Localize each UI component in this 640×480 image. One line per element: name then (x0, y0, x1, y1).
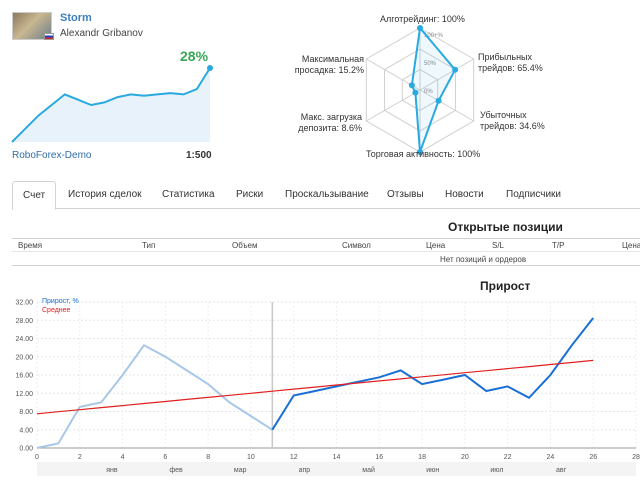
radar-ring-label-0: 100+% (424, 33, 444, 39)
radar-point-1 (452, 66, 459, 73)
radar-point-5 (408, 82, 415, 89)
growth-sparkline (11, 65, 213, 143)
month-label-3: апр (299, 467, 311, 474)
radar-chart: 100+% 50% 0% (365, 25, 475, 155)
x-tick-label-12: 24 (547, 454, 555, 461)
radar-label-algotrading: Алготрейдинг: 100% (380, 14, 465, 24)
x-tick-label-2: 4 (121, 454, 125, 461)
radar-axis-1 (419, 58, 474, 91)
y-tick-label-0: 0.00 (19, 446, 33, 453)
column-type[interactable]: Тип (142, 241, 156, 250)
y-tick-label-1: 4.00 (19, 427, 33, 434)
x-tick-label-13: 26 (589, 454, 597, 461)
column-time[interactable]: Время (18, 241, 43, 250)
leverage-value: 1:500 (186, 150, 212, 161)
radar-label-deposit-load: Макс. загрузка депозита: 8.6% (298, 112, 362, 133)
column-volume[interactable]: Объем (232, 241, 258, 250)
radar-label-loss-trades: Убыточных трейдов: 34.6% (480, 110, 545, 131)
growth-history-line (36, 344, 273, 449)
month-label-0: янв (106, 467, 118, 474)
month-label-2: мар (234, 467, 247, 474)
avatar[interactable] (12, 12, 52, 40)
radar-point-2 (435, 97, 442, 104)
growth-title: Прирост (480, 279, 531, 293)
radar-point-4 (412, 89, 419, 96)
column-price[interactable]: Цена (426, 241, 446, 250)
x-tick-label-10: 20 (461, 454, 469, 461)
y-tick-label-7: 28.00 (15, 318, 33, 325)
month-label-1: фев (169, 467, 183, 474)
column-tp[interactable]: T/P (552, 241, 565, 250)
sparkline-line (11, 67, 211, 143)
tab-slippage[interactable]: Проскальзывание (285, 189, 369, 200)
tab-trade-history[interactable]: История сделок (68, 189, 142, 200)
radar-ring-label-1: 50% (424, 61, 437, 67)
country-flag-icon (44, 33, 54, 40)
x-tick-label-5: 10 (247, 454, 255, 461)
y-tick-label-8: 32.00 (15, 300, 33, 307)
x-tick-label-3: 6 (163, 454, 167, 461)
column-sl[interactable]: S/L (492, 241, 505, 250)
column-symbol[interactable]: Символ (342, 241, 371, 250)
x-tick-label-1: 2 (78, 454, 82, 461)
average-line (36, 359, 594, 415)
radar-axis-2 (419, 89, 474, 122)
positions-table: Время Тип Объем Символ Цена S/L T/P Цена (12, 238, 640, 266)
y-tick-label-5: 20.00 (15, 354, 33, 361)
growth-line (271, 317, 594, 431)
sparkline-end-dot (207, 65, 213, 71)
x-tick-label-14: 28 (632, 454, 640, 461)
radar-axis-4 (366, 89, 421, 122)
tab-reviews[interactable]: Отзывы (387, 189, 424, 200)
x-tick-label-8: 16 (375, 454, 383, 461)
no-positions-message: Нет позиций и ордеров (440, 255, 527, 264)
month-label-6: июл (490, 467, 503, 474)
radar-label-profit-trades: Прибыльных трейдов: 65.4% (478, 52, 543, 73)
tab-bar: Счет История сделок Статистика Риски Про… (12, 181, 640, 210)
radar-point-0 (417, 25, 423, 31)
radar-point-3 (417, 149, 423, 155)
chart-legend: Прирост, % Среднее (42, 297, 79, 315)
x-tick-label-9: 18 (418, 454, 426, 461)
legend-average[interactable]: Среднее (42, 307, 71, 314)
tab-statistics[interactable]: Статистика (162, 189, 215, 200)
radar-shape (410, 25, 457, 153)
tab-account[interactable]: Счет (12, 181, 57, 210)
gain-value: 28% (180, 48, 209, 64)
month-label-5: июн (426, 467, 439, 474)
tab-risks[interactable]: Риски (236, 189, 264, 200)
growth-chart[interactable]: 0.00 4.00 8.00 12.00 16.00 20.00 24.00 28.00 32.… (0, 292, 640, 480)
open-positions-title: Открытые позиции (448, 220, 563, 234)
y-tick-label-3: 12.00 (15, 391, 33, 398)
x-tick-label-11: 22 (504, 454, 512, 461)
y-tick-label-4: 16.00 (15, 373, 33, 380)
x-tick-label-7: 14 (333, 454, 341, 461)
signal-name[interactable]: Storm (60, 12, 92, 24)
radar-label-activity: Торговая активность: 100% (366, 149, 481, 159)
sparkline-area (12, 68, 210, 142)
month-label-7: авг (556, 467, 567, 474)
y-tick-label-2: 8.00 (19, 409, 33, 416)
author-name[interactable]: Alexandr Gribanov (60, 28, 143, 39)
x-tick-label-6: 12 (290, 454, 298, 461)
tab-news[interactable]: Новости (445, 189, 484, 200)
x-tick-label-0: 0 (35, 454, 39, 461)
broker-link[interactable]: RoboForex-Demo (12, 150, 92, 161)
radar-label-drawdown: Максимальная просадка: 15.2% (294, 54, 364, 75)
tab-subscribers[interactable]: Подписчики (506, 189, 562, 200)
radar-ring-label-2: 0% (424, 89, 433, 95)
month-band (37, 462, 636, 476)
x-tick-label-4: 8 (206, 454, 210, 461)
month-label-4: май (362, 466, 375, 474)
column-price-current[interactable]: Цена (622, 241, 640, 250)
y-tick-label-6: 24.00 (15, 336, 33, 343)
table-divider (12, 251, 640, 252)
legend-growth[interactable]: Прирост, % (42, 298, 79, 305)
